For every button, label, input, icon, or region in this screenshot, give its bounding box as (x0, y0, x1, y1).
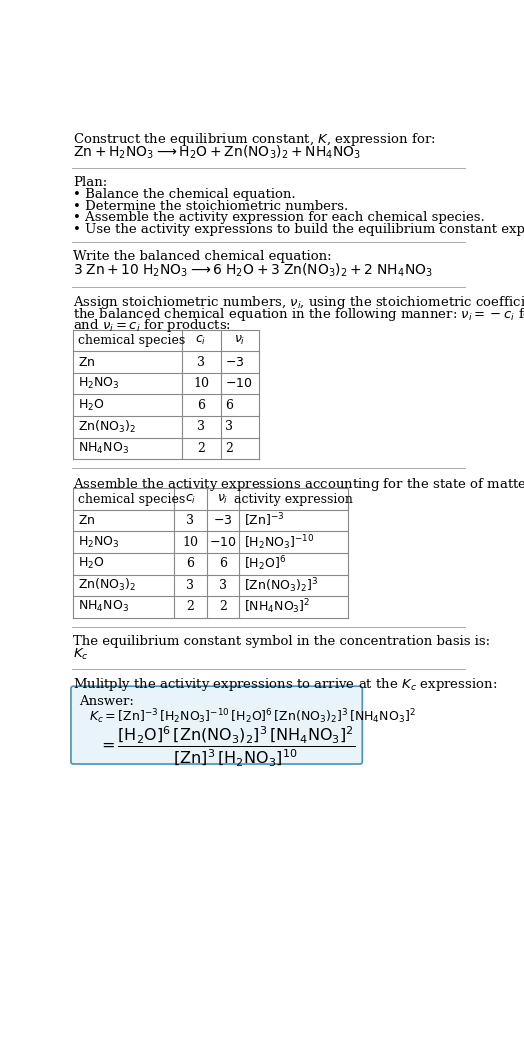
Text: $\mathrm{3\; Zn + 10\; H_2NO_3 \longrightarrow 6\; H_2O + 3\; Zn(NO_3)_2 + 2\; N: $\mathrm{3\; Zn + 10\; H_2NO_3 \longrigh… (73, 262, 433, 279)
Text: $\mathrm{Zn + H_2NO_3 \longrightarrow H_2O + Zn(NO_3)_2 + NH_4NO_3}$: $\mathrm{Zn + H_2NO_3 \longrightarrow H_… (73, 144, 362, 160)
Text: 2: 2 (197, 441, 205, 455)
Text: $\mathrm{NH_4NO_3}$: $\mathrm{NH_4NO_3}$ (78, 440, 129, 456)
Text: Write the balanced chemical equation:: Write the balanced chemical equation: (73, 250, 332, 262)
Text: $c_i$: $c_i$ (195, 334, 207, 347)
Text: 10: 10 (193, 377, 209, 390)
FancyBboxPatch shape (71, 686, 362, 764)
Text: • Determine the stoichiometric numbers.: • Determine the stoichiometric numbers. (73, 200, 348, 212)
Text: $K_c$: $K_c$ (73, 646, 89, 662)
Text: $K_c = [\mathrm{Zn}]^{-3}\,[\mathrm{H_2NO_3}]^{-10}\,[\mathrm{H_2O}]^{6}\,[\math: $K_c = [\mathrm{Zn}]^{-3}\,[\mathrm{H_2N… (89, 707, 416, 726)
Text: Plan:: Plan: (73, 176, 107, 188)
Text: chemical species: chemical species (78, 492, 185, 506)
Text: $[\mathrm{NH_4NO_3}]^{2}$: $[\mathrm{NH_4NO_3}]^{2}$ (244, 598, 310, 616)
Text: Mulitply the activity expressions to arrive at the $K_c$ expression:: Mulitply the activity expressions to arr… (73, 677, 497, 693)
Text: $\mathrm{Zn}$: $\mathrm{Zn}$ (78, 356, 95, 369)
Text: chemical species: chemical species (78, 334, 185, 347)
Text: activity expression: activity expression (234, 492, 353, 506)
Text: Construct the equilibrium constant, $K$, expression for:: Construct the equilibrium constant, $K$,… (73, 131, 436, 148)
Text: $\mathrm{Zn(NO_3)_2}$: $\mathrm{Zn(NO_3)_2}$ (78, 578, 136, 593)
Text: • Assemble the activity expression for each chemical species.: • Assemble the activity expression for e… (73, 211, 485, 224)
Text: $[\mathrm{Zn(NO_3)_2}]^{3}$: $[\mathrm{Zn(NO_3)_2}]^{3}$ (244, 576, 318, 594)
Text: 3: 3 (219, 579, 227, 592)
Text: 6: 6 (219, 557, 227, 570)
Text: 3: 3 (197, 356, 205, 369)
Text: Assemble the activity expressions accounting for the state of matter and $\nu_i$: Assemble the activity expressions accoun… (73, 476, 524, 493)
Text: • Balance the chemical equation.: • Balance the chemical equation. (73, 188, 296, 201)
Text: 3: 3 (225, 421, 233, 433)
Text: 6: 6 (197, 399, 205, 411)
Text: $\mathrm{Zn(NO_3)_2}$: $\mathrm{Zn(NO_3)_2}$ (78, 418, 136, 435)
Text: $[\mathrm{H_2NO_3}]^{-10}$: $[\mathrm{H_2NO_3}]^{-10}$ (244, 533, 314, 552)
Text: and $\nu_i = c_i$ for products:: and $\nu_i = c_i$ for products: (73, 318, 231, 334)
Text: 3: 3 (186, 514, 194, 527)
Text: 6: 6 (225, 399, 233, 411)
Text: 6: 6 (186, 557, 194, 570)
Text: $-3$: $-3$ (213, 514, 233, 527)
Text: $[\mathrm{H_2O}]^{6}$: $[\mathrm{H_2O}]^{6}$ (244, 555, 286, 574)
Text: $\nu_i$: $\nu_i$ (217, 492, 228, 506)
Text: $= \dfrac{[\mathrm{H_2O}]^{6}\,[\mathrm{Zn(NO_3)_2}]^{3}\,[\mathrm{NH_4NO_3}]^{2: $= \dfrac{[\mathrm{H_2O}]^{6}\,[\mathrm{… (98, 723, 356, 768)
Text: $\mathrm{H_2NO_3}$: $\mathrm{H_2NO_3}$ (78, 535, 119, 550)
Text: the balanced chemical equation in the following manner: $\nu_i = -c_i$ for react: the balanced chemical equation in the fo… (73, 306, 524, 323)
Text: Assign stoichiometric numbers, $\nu_i$, using the stoichiometric coefficients, $: Assign stoichiometric numbers, $\nu_i$, … (73, 295, 524, 311)
Text: 2: 2 (219, 601, 227, 613)
Text: 3: 3 (197, 421, 205, 433)
Text: The equilibrium constant symbol in the concentration basis is:: The equilibrium constant symbol in the c… (73, 635, 490, 648)
Text: $\mathrm{H_2O}$: $\mathrm{H_2O}$ (78, 556, 104, 572)
Text: $\mathrm{NH_4NO_3}$: $\mathrm{NH_4NO_3}$ (78, 600, 129, 614)
Text: $-3$: $-3$ (225, 356, 245, 369)
Text: $-10$: $-10$ (225, 377, 253, 390)
Text: $c_i$: $c_i$ (184, 492, 196, 506)
Text: 2: 2 (225, 441, 233, 455)
Text: $\mathrm{Zn}$: $\mathrm{Zn}$ (78, 514, 95, 527)
Text: $-10$: $-10$ (209, 536, 237, 549)
Text: • Use the activity expressions to build the equilibrium constant expression.: • Use the activity expressions to build … (73, 223, 524, 235)
Text: $\nu_i$: $\nu_i$ (234, 334, 246, 347)
Text: $[\mathrm{Zn}]^{-3}$: $[\mathrm{Zn}]^{-3}$ (244, 512, 285, 530)
Text: 10: 10 (182, 536, 198, 549)
Text: Answer:: Answer: (80, 694, 134, 708)
Text: $\mathrm{H_2O}$: $\mathrm{H_2O}$ (78, 398, 104, 412)
Text: 2: 2 (187, 601, 194, 613)
Text: $\mathrm{H_2NO_3}$: $\mathrm{H_2NO_3}$ (78, 376, 119, 391)
Text: 3: 3 (186, 579, 194, 592)
